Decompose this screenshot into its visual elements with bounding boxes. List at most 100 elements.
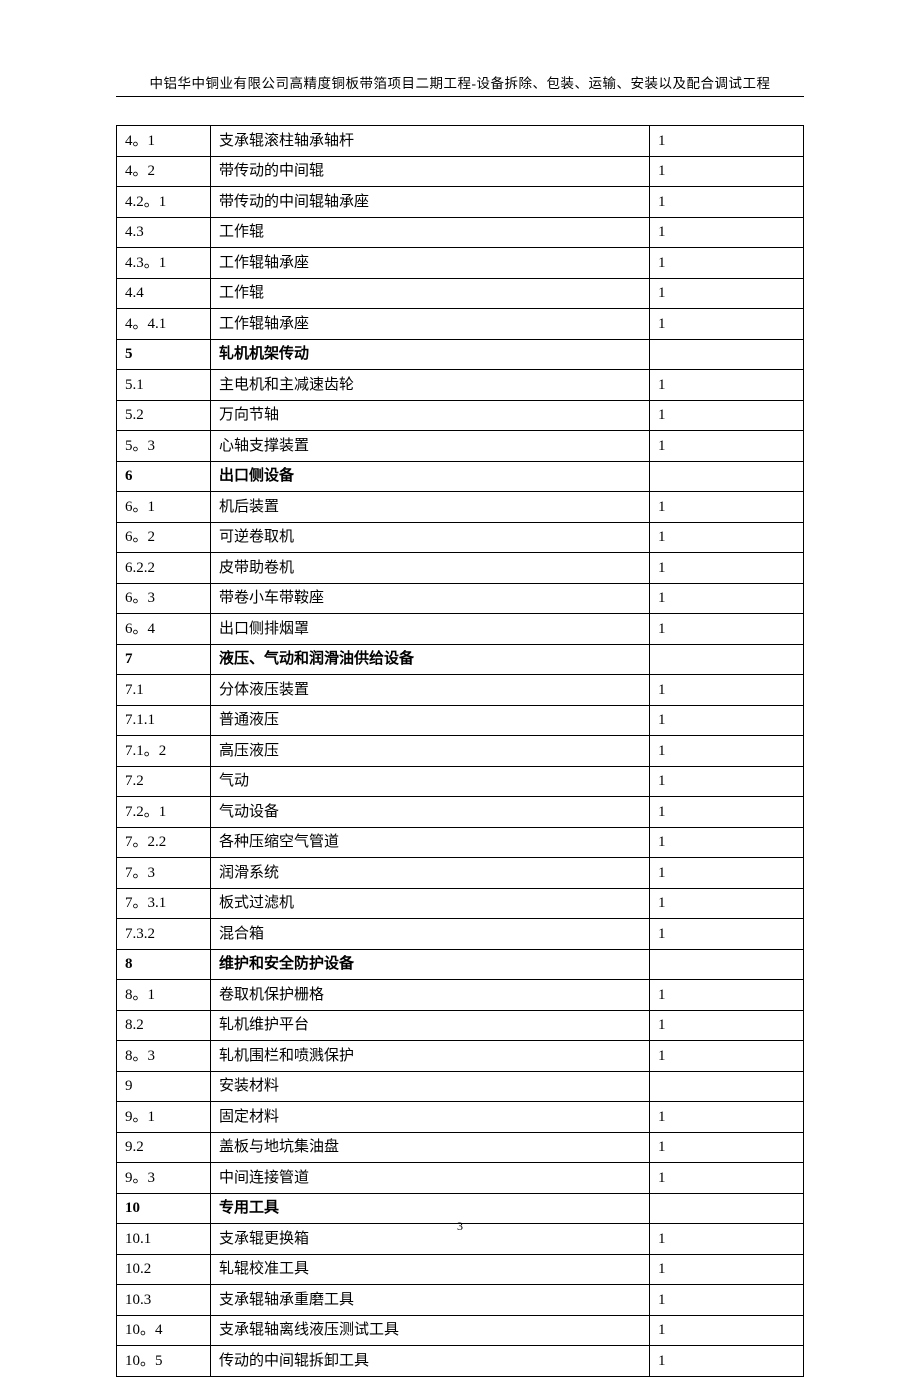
table-cell: 工作辊: [211, 278, 650, 309]
table-row: 7。2.2各种压缩空气管道1: [117, 827, 804, 858]
table-cell: 4.3: [117, 217, 211, 248]
table-cell: 1: [650, 919, 804, 950]
table-cell: 5: [117, 339, 211, 370]
table-cell: 1: [650, 1132, 804, 1163]
table-cell: 1: [650, 522, 804, 553]
table-row: 10。4支承辊轴离线液压测试工具1: [117, 1315, 804, 1346]
table-cell: 1: [650, 1285, 804, 1316]
table-cell: 6。4: [117, 614, 211, 645]
table-row: 7.1.1普通液压1: [117, 705, 804, 736]
table-cell: 1: [650, 431, 804, 462]
table-row: 7.2。1气动设备1: [117, 797, 804, 828]
table-cell: 固定材料: [211, 1102, 650, 1133]
table-cell: 4.2。1: [117, 187, 211, 218]
table-row: 8。1卷取机保护栅格1: [117, 980, 804, 1011]
table-cell: 1: [650, 583, 804, 614]
table-row: 5轧机机架传动: [117, 339, 804, 370]
table-cell: 轧机维护平台: [211, 1010, 650, 1041]
table-cell: 轧机围栏和喷溅保护: [211, 1041, 650, 1072]
table-cell: 工作辊: [211, 217, 650, 248]
table-row: 9。1固定材料1: [117, 1102, 804, 1133]
table-cell: 气动: [211, 766, 650, 797]
table-cell: 混合箱: [211, 919, 650, 950]
table-cell: 7。3: [117, 858, 211, 889]
table-cell: 1: [650, 705, 804, 736]
table-cell: 润滑系统: [211, 858, 650, 889]
table-cell: 1: [650, 797, 804, 828]
table-cell: 8: [117, 949, 211, 980]
table-cell: 带传动的中间辊轴承座: [211, 187, 650, 218]
table-cell: 4。2: [117, 156, 211, 187]
table-cell: 5.2: [117, 400, 211, 431]
table-cell: 工作辊轴承座: [211, 309, 650, 340]
table-cell: [650, 339, 804, 370]
table-row: 7.1分体液压装置1: [117, 675, 804, 706]
table-cell: 支承辊轴离线液压测试工具: [211, 1315, 650, 1346]
table-row: 6。3带卷小车带鞍座1: [117, 583, 804, 614]
table-row: 7.3.2混合箱1: [117, 919, 804, 950]
table-cell: 液压、气动和润滑油供给设备: [211, 644, 650, 675]
table-cell: 4.4: [117, 278, 211, 309]
table-cell: 9。1: [117, 1102, 211, 1133]
table-row: 7。3.1板式过滤机1: [117, 888, 804, 919]
table-row: 7。3润滑系统1: [117, 858, 804, 889]
table-row: 8。3轧机围栏和喷溅保护1: [117, 1041, 804, 1072]
table-cell: [650, 949, 804, 980]
table-row: 9.2盖板与地坑集油盘1: [117, 1132, 804, 1163]
table-cell: 6。2: [117, 522, 211, 553]
page-number: 3: [0, 1219, 920, 1234]
table-cell: 7.1。2: [117, 736, 211, 767]
equipment-table: 4。1支承辊滚柱轴承轴杆14。2带传动的中间辊14.2。1带传动的中间辊轴承座1…: [116, 125, 804, 1377]
table-cell: 盖板与地坑集油盘: [211, 1132, 650, 1163]
table-cell: 7.3.2: [117, 919, 211, 950]
table-cell: 卷取机保护栅格: [211, 980, 650, 1011]
table-row: 4.3。1工作辊轴承座1: [117, 248, 804, 279]
table-cell: 1: [650, 1102, 804, 1133]
table-cell: 6: [117, 461, 211, 492]
table-cell: 7: [117, 644, 211, 675]
page-header-title: 中铝华中铜业有限公司高精度铜板带箔项目二期工程-设备拆除、包装、运输、安装以及配…: [116, 72, 804, 92]
table-row: 6出口侧设备: [117, 461, 804, 492]
table-cell: 6。1: [117, 492, 211, 523]
table-row: 4。4.1工作辊轴承座1: [117, 309, 804, 340]
table-cell: 1: [650, 553, 804, 584]
table-cell: 1: [650, 278, 804, 309]
table-cell: 9: [117, 1071, 211, 1102]
table-cell: 6。3: [117, 583, 211, 614]
table-row: 5.2万向节轴1: [117, 400, 804, 431]
table-cell: 9。3: [117, 1163, 211, 1194]
table-cell: 4。4.1: [117, 309, 211, 340]
table-cell: [650, 1071, 804, 1102]
table-cell: 万向节轴: [211, 400, 650, 431]
table-row: 4。2带传动的中间辊1: [117, 156, 804, 187]
table-cell: 1: [650, 858, 804, 889]
table-row: 5。3心轴支撑装置1: [117, 431, 804, 462]
table-cell: 1: [650, 888, 804, 919]
table-cell: 1: [650, 675, 804, 706]
table-row: 7.1。2高压液压1: [117, 736, 804, 767]
table-cell: 1: [650, 126, 804, 157]
table-cell: 支承辊滚柱轴承轴杆: [211, 126, 650, 157]
table-cell: 10.2: [117, 1254, 211, 1285]
table-row: 6。4出口侧排烟罩1: [117, 614, 804, 645]
table-cell: 支承辊轴承重磨工具: [211, 1285, 650, 1316]
table-cell: 10。4: [117, 1315, 211, 1346]
table-cell: 机后装置: [211, 492, 650, 523]
table-cell: 1: [650, 1346, 804, 1377]
table-row: 4.3工作辊1: [117, 217, 804, 248]
table-cell: 1: [650, 766, 804, 797]
table-cell: 7。3.1: [117, 888, 211, 919]
table-cell: 1: [650, 370, 804, 401]
table-row: 6。2可逆卷取机1: [117, 522, 804, 553]
table-row: 8.2轧机维护平台1: [117, 1010, 804, 1041]
table-cell: 1: [650, 614, 804, 645]
table-cell: [650, 644, 804, 675]
table-row: 9。3中间连接管道1: [117, 1163, 804, 1194]
table-cell: 1: [650, 1041, 804, 1072]
table-cell: 10。5: [117, 1346, 211, 1377]
table-cell: 7。2.2: [117, 827, 211, 858]
table-cell: 带传动的中间辊: [211, 156, 650, 187]
table-cell: 7.2。1: [117, 797, 211, 828]
header-divider: [116, 96, 804, 97]
table-row: 4。1支承辊滚柱轴承轴杆1: [117, 126, 804, 157]
